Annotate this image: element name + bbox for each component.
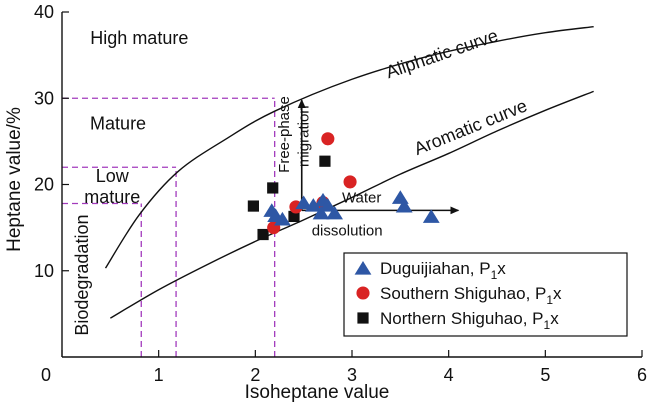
x-tick-label-4: 4 [444,365,454,385]
legend-label-2-subscript: 1 [544,318,551,332]
zone-label-biodegradation: Biodegradation [72,215,92,336]
legend-label-0-name: Duguijiahan, P [380,259,491,278]
legend-square-marker [357,312,369,324]
triangle-marker-0-7 [312,205,330,220]
x-tick-label-5: 5 [540,365,550,385]
data-points [247,132,440,241]
circle-marker-1-1 [343,175,357,189]
annotation-dissolution: dissolution [312,222,383,239]
y-tick-label-1: 20 [34,175,54,195]
triangle-marker-0-9 [391,190,409,204]
zone-label-high-mature: High mature [90,28,188,48]
zone-label-low-mature-line-0: Low [96,166,130,186]
x-tick-label-0: 0 [41,365,51,385]
y-axis-title: Heptane value/% [4,107,25,252]
zone-label-low-mature-line-1: mature [84,187,140,207]
legend-label-2-suffix: x [550,309,559,328]
aliphatic-curve [104,25,594,269]
triangle-marker-0-11 [422,209,440,223]
legend-label-1-suffix: x [553,284,562,303]
x-tick-label-3: 3 [347,365,357,385]
zone-label-low-mature: Low mature [84,166,140,207]
legend-label-1-name: Southern Shiguhao, P [380,284,546,303]
square-marker-2-1 [267,182,279,194]
zone-label-mature: Mature [90,113,146,133]
x-tick-label-6: 6 [637,365,647,385]
y-tick-label-0: 10 [34,261,54,281]
circle-marker-1-0 [321,132,335,146]
legend-label-2-name: Northern Shiguhao, P [380,309,544,328]
legend-label-2: Northern Shiguhao, P1x [380,309,559,332]
x-tick-label-1: 1 [154,365,164,385]
triangle-marker-0-10 [395,198,413,213]
legend-label-0: Duguijiahan, P1x [380,259,506,282]
square-marker-2-3 [288,210,300,223]
maturity-curves [104,25,594,319]
legend-label-1: Southern Shiguhao, P1x [380,284,562,307]
y-tick-label-3: 40 [34,2,54,22]
triangle-marker-0-3 [295,195,313,210]
annotation-water: Water [342,190,381,207]
triangle-marker-0-8 [326,205,343,220]
legend-label-1-subscript: 1 [546,293,553,307]
aromatic-curve-label: Aromatic curve [411,95,530,159]
legend-box [343,252,628,337]
legend-circle-marker [356,286,370,300]
triangle-marker-0-4 [304,198,322,212]
square-marker-2-4 [257,228,269,241]
square-marker-2-0 [319,155,331,167]
aliphatic-curve-label: Aliphatic curve [383,25,500,82]
aromatic-curve [109,90,594,319]
legend-triangle-marker [354,261,372,275]
annotation-free-phase: Free-phase [276,96,293,173]
legend-label-0-suffix: x [497,259,506,278]
axes: 0 1 2 3 4 5 6 10 20 30 40 [34,2,647,385]
triangle-marker-0-2 [274,211,291,226]
y-tick-label-2: 30 [34,88,54,108]
annotation-migration: migration [296,105,313,167]
legend-label-0-subscript: 1 [491,268,498,282]
threshold-lines [62,97,276,357]
x-tick-label-2: 2 [250,365,260,385]
zone-label-high-mature-line-0: High mature [90,28,188,48]
square-marker-2-2 [247,200,259,212]
triangle-marker-0-6 [319,198,337,212]
zone-label-mature-line-0: Mature [90,113,146,133]
x-axis-title: Isoheptane value [245,382,390,403]
